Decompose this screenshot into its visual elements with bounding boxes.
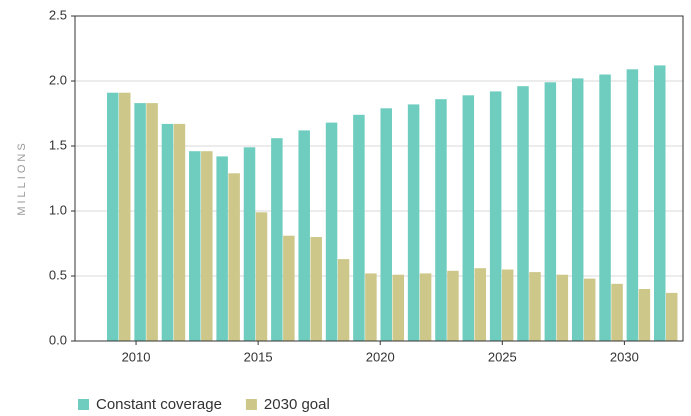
bar: [173, 123, 186, 342]
bar: [228, 173, 240, 341]
bar: [611, 283, 623, 341]
bar: [283, 235, 295, 341]
bar: [161, 123, 174, 342]
plot-frame: [74, 15, 684, 342]
bar: [583, 278, 596, 341]
x-tick-label: 2025: [488, 349, 517, 364]
y-tick-label: 0.0: [49, 332, 67, 347]
bar: [243, 147, 256, 341]
bar: [134, 103, 146, 341]
legend-swatch: [78, 399, 89, 410]
bar: [529, 272, 541, 341]
x-tick-label: 2020: [366, 349, 395, 364]
bar: [380, 108, 392, 341]
bar: [255, 212, 268, 341]
y-tick-label: 1.5: [49, 137, 67, 152]
x-tick-label: 2015: [244, 349, 273, 364]
bar: [435, 99, 447, 341]
bar: [271, 138, 283, 341]
bar: [310, 237, 322, 341]
bar: [146, 103, 158, 341]
y-tick-label: 0.5: [49, 267, 67, 282]
bar: [201, 151, 213, 341]
bar: [489, 91, 502, 342]
bar: [474, 268, 487, 341]
y-tick-label: 1.0: [49, 202, 67, 217]
bar: [654, 65, 666, 342]
legend-label: Constant coverage: [96, 396, 222, 413]
x-tick-label: 2030: [610, 349, 639, 364]
bar: [365, 273, 377, 341]
bar: [544, 82, 557, 342]
bar: [216, 156, 228, 341]
bar: [107, 92, 119, 341]
bar: [517, 86, 529, 341]
bar: [337, 259, 350, 341]
x-tick-label: 2010: [122, 349, 151, 364]
bar: [325, 122, 338, 341]
bar: [501, 269, 514, 341]
bar: [638, 289, 651, 341]
legend-label: 2030 goal: [264, 396, 330, 413]
bar: [447, 270, 459, 341]
y-tick-label: 2.0: [49, 72, 67, 87]
bar: [119, 92, 131, 341]
y-tick-label: 2.5: [49, 7, 67, 22]
bar: [392, 274, 404, 341]
bar: [407, 104, 420, 342]
bar: [556, 274, 569, 341]
bar: [462, 95, 475, 341]
bar: [666, 292, 678, 341]
bar: [626, 69, 639, 342]
bar: [189, 151, 201, 341]
legend-swatch: [245, 399, 257, 410]
y-axis-label: MILLIONS: [16, 140, 28, 215]
bar: [599, 74, 611, 341]
bar: [571, 78, 584, 342]
bar: [298, 130, 310, 341]
bar: [419, 273, 432, 341]
bar: [353, 114, 365, 341]
